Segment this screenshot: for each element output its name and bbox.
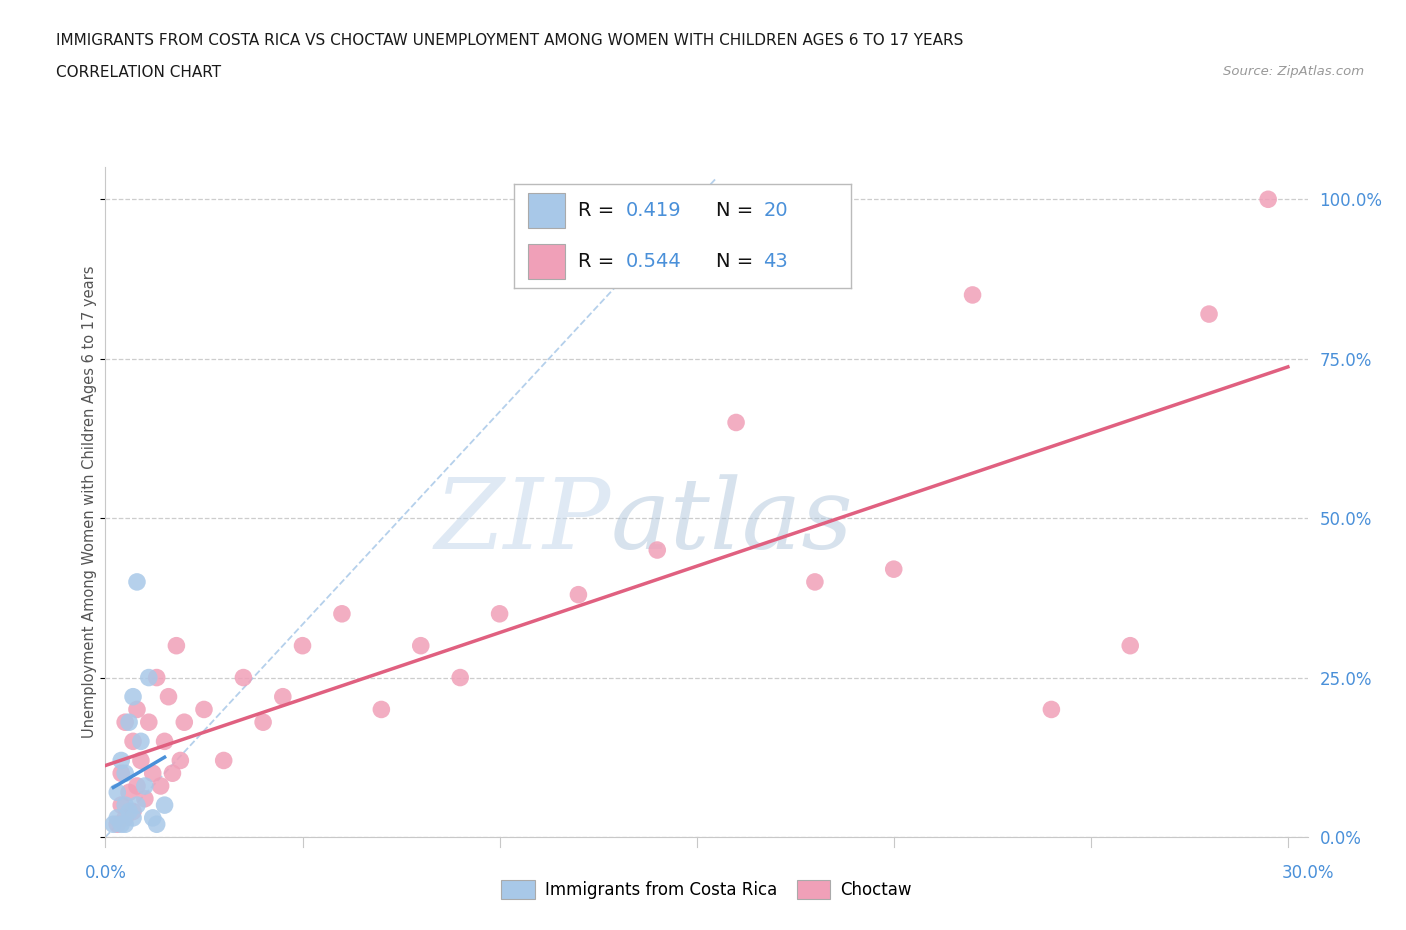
Point [409, 638, 432, 653]
Point [145, 671, 167, 685]
Point [212, 753, 235, 768]
Point [162, 765, 184, 780]
Point [173, 715, 195, 730]
Point [134, 778, 156, 793]
Point [105, 785, 128, 800]
Point [125, 798, 148, 813]
Point [122, 689, 145, 704]
Point [1198, 307, 1220, 322]
Point [105, 817, 128, 831]
Point [118, 715, 141, 730]
Point [232, 671, 254, 685]
Point [1040, 702, 1063, 717]
Point [138, 671, 160, 685]
Point [449, 671, 471, 685]
Point [114, 817, 136, 831]
Text: CORRELATION CHART: CORRELATION CHART [56, 65, 221, 80]
Point [330, 606, 353, 621]
Point [125, 702, 148, 717]
Point [567, 587, 589, 602]
Point [122, 810, 145, 825]
Y-axis label: Unemployment Among Women with Children Ages 6 to 17 years: Unemployment Among Women with Children A… [82, 266, 97, 738]
Text: atlas: atlas [610, 474, 853, 570]
Point [114, 798, 136, 813]
Point [110, 753, 132, 768]
Point [145, 817, 167, 831]
Text: 0.0%: 0.0% [84, 864, 127, 882]
Point [149, 778, 172, 793]
Point [804, 575, 827, 590]
Point [165, 638, 187, 653]
Point [125, 575, 148, 590]
Point [1119, 638, 1142, 653]
Point [291, 638, 314, 653]
Point [271, 689, 294, 704]
Point [193, 702, 215, 717]
Point [138, 715, 160, 730]
Point [134, 791, 156, 806]
Point [645, 542, 668, 557]
Point [122, 804, 145, 819]
Point [488, 606, 510, 621]
Point [110, 765, 132, 780]
Point [129, 753, 152, 768]
Point [125, 778, 148, 793]
Text: ZIP: ZIP [434, 474, 610, 570]
Point [114, 765, 136, 780]
Point [370, 702, 392, 717]
Text: 30.0%: 30.0% [1281, 864, 1334, 882]
Point [153, 798, 176, 813]
Point [103, 817, 125, 831]
Point [129, 734, 152, 749]
Point [114, 810, 136, 825]
Text: IMMIGRANTS FROM COSTA RICA VS CHOCTAW UNEMPLOYMENT AMONG WOMEN WITH CHILDREN AGE: IMMIGRANTS FROM COSTA RICA VS CHOCTAW UN… [56, 33, 963, 47]
Point [1257, 192, 1279, 206]
Point [962, 287, 984, 302]
Text: Source: ZipAtlas.com: Source: ZipAtlas.com [1223, 65, 1364, 78]
Point [122, 734, 145, 749]
Point [114, 715, 136, 730]
Point [118, 785, 141, 800]
Point [252, 715, 274, 730]
Point [142, 765, 165, 780]
Point [169, 753, 191, 768]
Point [105, 810, 128, 825]
Point [110, 798, 132, 813]
Point [153, 734, 176, 749]
Point [157, 689, 180, 704]
Point [142, 810, 165, 825]
Point [725, 415, 748, 430]
Point [110, 817, 132, 831]
Legend: Immigrants from Costa Rica, Choctaw: Immigrants from Costa Rica, Choctaw [495, 873, 918, 906]
Point [883, 562, 905, 577]
Point [118, 804, 141, 819]
